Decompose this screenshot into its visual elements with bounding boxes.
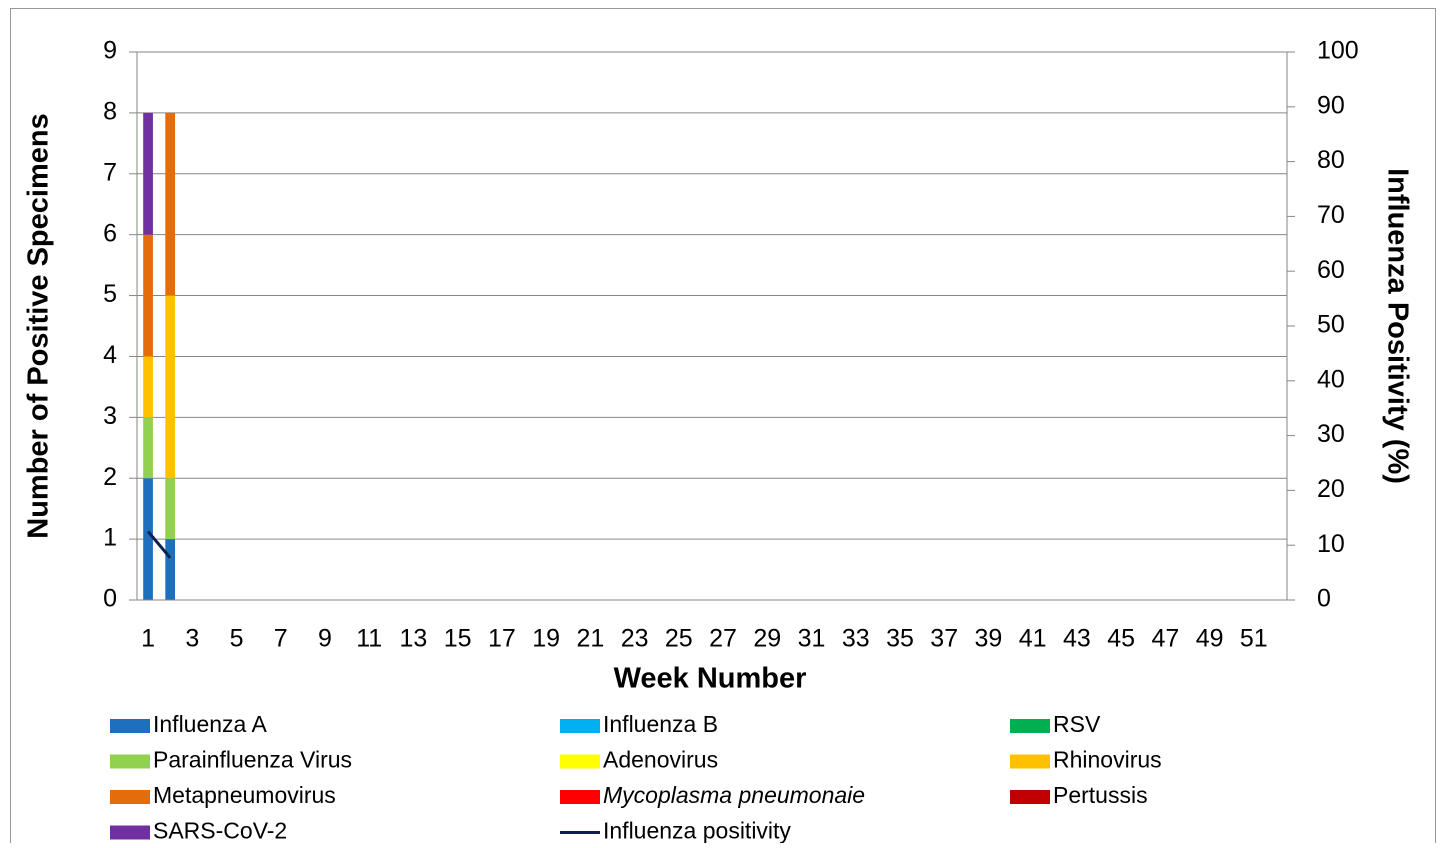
x-tick-label: 35 (886, 625, 914, 653)
legend-swatch (1010, 790, 1050, 804)
x-tick-label: 7 (274, 625, 288, 653)
y2-tick-label: 0 (1317, 585, 1331, 613)
legend-label: Adenovirus (603, 747, 718, 773)
legend-label: Mycoplasma pneumonaie (603, 782, 865, 808)
legend-label: Influenza positivity (603, 818, 791, 843)
y2-tick-label: 80 (1317, 146, 1345, 174)
x-tick-label: 23 (621, 625, 649, 653)
y-tick-label: 3 (103, 402, 117, 430)
bar-segment (165, 478, 176, 540)
legend-label: Rhinovirus (1053, 747, 1162, 773)
x-tick-label: 49 (1196, 625, 1224, 653)
bar-segment (143, 234, 153, 357)
x-tick-label: 9 (318, 625, 332, 653)
bar-segment (143, 356, 153, 418)
legend-swatch (110, 790, 150, 804)
x-tick-label: 5 (230, 625, 244, 653)
legend-swatch (1010, 754, 1050, 769)
legend-label: Metapneumovirus (153, 782, 336, 808)
bar-segment (165, 295, 176, 479)
x-tick-label: 25 (665, 625, 693, 653)
x-tick-label: 11 (356, 625, 382, 653)
x-tick-label: 13 (400, 625, 428, 653)
x-tick-label: 19 (532, 625, 560, 653)
y-tick-label: 1 (103, 524, 117, 552)
x-tick-label: 15 (444, 625, 472, 653)
legend-swatch (110, 754, 150, 769)
legend-swatch (560, 754, 600, 769)
legend-label: Influenza A (153, 711, 267, 737)
x-tick-label: 31 (798, 625, 826, 653)
line (146, 530, 172, 559)
x-tick-label: 3 (185, 625, 199, 653)
x-tick-label: 51 (1240, 625, 1268, 653)
x-tick-label: 1 (141, 625, 155, 653)
x-tick-label: 41 (1019, 625, 1047, 653)
x-tick-label: 47 (1151, 625, 1179, 653)
x-tick-label: 43 (1063, 625, 1091, 653)
y2-tick-label: 20 (1317, 475, 1345, 503)
legend-label: RSV (1053, 711, 1101, 737)
y-tick-label: 2 (103, 463, 117, 491)
bar-segment (143, 417, 153, 479)
legend-swatch (560, 790, 600, 804)
x-tick-label: 21 (576, 625, 604, 653)
y-axis-title: Number of Positive Specimens (23, 113, 55, 538)
legend-swatch (110, 825, 150, 840)
bar-segment (143, 112, 153, 235)
legend-label: Pertussis (1053, 782, 1148, 808)
y2-tick-label: 30 (1317, 420, 1345, 448)
y2-tick-label: 100 (1317, 37, 1359, 65)
y-tick-label: 8 (103, 97, 117, 125)
y2-tick-label: 50 (1317, 311, 1345, 339)
x-tick-label: 17 (488, 625, 516, 653)
x-tick-label: 27 (709, 625, 737, 653)
y2-tick-label: 70 (1317, 201, 1345, 229)
chart-frame (10, 8, 1436, 848)
x-tick-label: 33 (842, 625, 870, 653)
x-tick-label: 39 (975, 625, 1003, 653)
legend-label: SARS-CoV-2 (153, 818, 287, 843)
bar-segment (165, 539, 176, 600)
bar-segment (165, 112, 176, 296)
x-tick-label: 37 (930, 625, 958, 653)
legend-swatch (1010, 719, 1050, 733)
y-tick-label: 4 (103, 341, 117, 369)
y2-tick-label: 90 (1317, 91, 1345, 119)
y-tick-label: 9 (103, 37, 117, 65)
x-axis-title: Week Number (614, 663, 807, 695)
y2-tick-label: 40 (1317, 365, 1345, 393)
y-tick-label: 7 (103, 158, 117, 186)
legend-swatch (110, 719, 150, 733)
y2-axis-title: Influenza Positivity (%) (1381, 168, 1413, 484)
legend-label: Parainfluenza Virus (153, 747, 352, 773)
y2-tick-label: 60 (1317, 256, 1345, 284)
y-tick-label: 6 (103, 219, 117, 247)
legend-label: Influenza B (603, 711, 718, 737)
y-tick-label: 0 (103, 585, 117, 613)
y2-tick-label: 10 (1317, 530, 1345, 558)
x-tick-label: 29 (753, 625, 781, 653)
legend-swatch (560, 719, 600, 733)
y-tick-label: 5 (103, 280, 117, 308)
bar-segment (143, 478, 153, 600)
x-tick-label: 45 (1107, 625, 1135, 653)
